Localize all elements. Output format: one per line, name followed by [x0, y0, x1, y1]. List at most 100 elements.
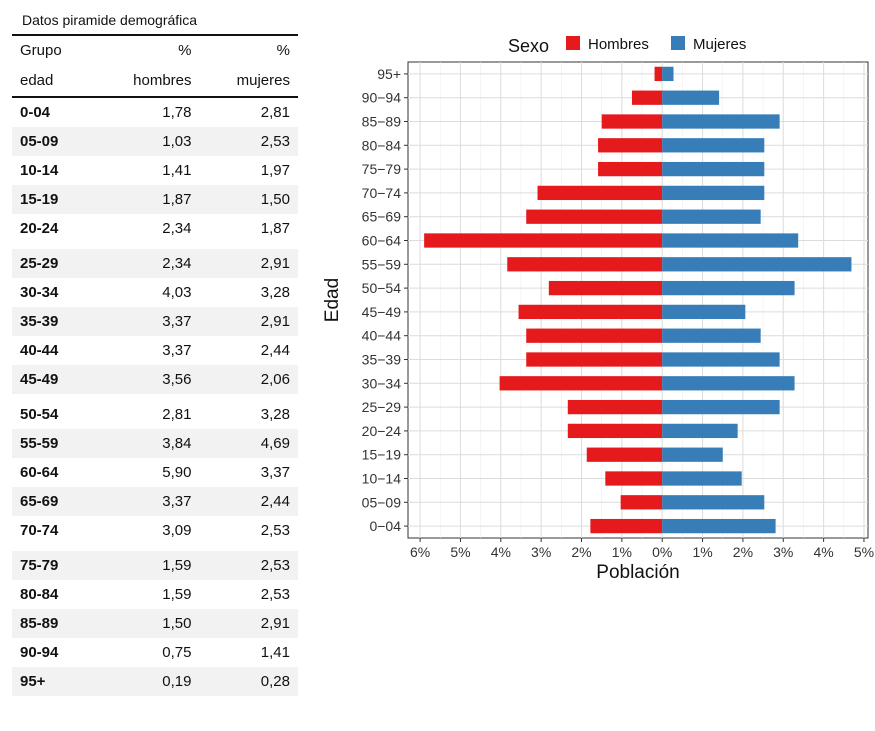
table-row: 45-49 3,56 2,06	[12, 365, 298, 397]
header-men: %	[178, 42, 192, 59]
table-row: 05-09 1,03 2,53	[12, 127, 298, 156]
cell-age-group: 30-34	[20, 284, 59, 301]
table-title: Datos piramide demográfica	[12, 8, 298, 36]
bar-mujeres	[662, 495, 765, 510]
y-tick-label: 85−89	[362, 114, 402, 130]
y-tick-label: 70−74	[362, 185, 402, 201]
cell-women-pct: 0,28	[199, 667, 298, 696]
bar-mujeres	[662, 114, 780, 129]
cell-women-pct: 2,91	[199, 609, 298, 638]
y-tick-label: 30−34	[362, 375, 402, 391]
bar-hombres	[537, 185, 663, 201]
header-age-group: Grupo	[20, 42, 62, 59]
cell-men-pct: 2,34	[162, 220, 192, 237]
y-tick-label: 35−39	[362, 352, 402, 368]
table-row: 15-19 1,87 1,50	[12, 185, 298, 214]
table-row: 10-14 1,41 1,97	[12, 156, 298, 185]
table-row: 70-74 3,09 2,53	[12, 516, 298, 548]
legend: Sexo Hombres Mujeres	[508, 36, 746, 56]
bar-mujeres	[662, 423, 738, 439]
cell-women-pct: 3,28	[260, 284, 290, 301]
cell-men-pct: 3,84	[93, 429, 200, 458]
bar-hombres	[507, 257, 663, 272]
table-row: 80-84 1,59 2,53	[12, 580, 298, 609]
y-tick-label: 20−24	[362, 423, 402, 439]
cell-age-group: 35-39	[12, 307, 94, 336]
y-tick-label: 60−64	[362, 233, 402, 249]
cell-women-pct: 2,53	[260, 586, 290, 603]
cell-age-group: 85-89	[12, 609, 94, 638]
table-row: 30-34 4,03 3,28	[12, 278, 298, 307]
cell-age-group: 65-69	[12, 487, 94, 516]
legend-label-hombres: Hombres	[588, 36, 649, 53]
y-tick-label: 25−29	[362, 399, 402, 415]
bar-mujeres	[662, 399, 780, 415]
bar-hombres	[654, 66, 663, 82]
y-tick-label: 15−19	[362, 447, 402, 463]
cell-women-pct: 3,37	[260, 464, 290, 481]
population-pyramid-chart: 0−04 05−09 10−14 15−19 20−24 25−29 30−34 35−39 4…	[322, 36, 874, 583]
table-row: 35-39 3,37 2,91	[12, 307, 298, 336]
bar-mujeres	[662, 447, 723, 462]
cell-age-group: 70-74	[20, 522, 59, 539]
x-tick-label: 2%	[733, 544, 753, 560]
series-mujeres	[662, 66, 852, 534]
table-body: 0-04 1,78 2,81 05-09 1,03 2,53 10-14 1,41 1,97 15…	[12, 97, 298, 696]
y-tick-label: 50−54	[362, 280, 402, 296]
cell-age-group: 10-14	[20, 162, 59, 179]
cell-women-pct: 2,44	[199, 487, 298, 516]
cell-women-pct: 2,53	[260, 522, 290, 539]
cell-age-group: 25-29	[12, 243, 94, 278]
y-tick-label: 95+	[377, 66, 401, 82]
table-row: 75-79 1,59 2,53	[12, 545, 298, 580]
x-axis-title: Población	[596, 562, 679, 583]
cell-men-pct: 3,37	[93, 307, 200, 336]
bar-mujeres	[662, 257, 852, 272]
bar-mujeres	[662, 138, 765, 153]
cell-men-pct: 1,59	[93, 545, 200, 580]
bar-mujeres	[662, 471, 742, 486]
header-women: %	[276, 42, 290, 59]
bar-mujeres	[662, 185, 765, 201]
bar-mujeres	[662, 233, 799, 248]
bar-hombres	[548, 280, 663, 296]
bar-hombres	[424, 233, 663, 248]
y-tick-label: 65−69	[362, 209, 402, 225]
x-tick-label: 6%	[410, 544, 430, 560]
x-tick-label: 3%	[773, 544, 793, 560]
bar-hombres	[586, 447, 663, 462]
table-header-row: Grupo % %	[12, 36, 298, 66]
table-row: 25-29 2,34 2,91	[12, 243, 298, 278]
cell-men-pct: 3,37	[162, 342, 192, 359]
legend-swatch-hombres	[566, 36, 580, 50]
y-tick-label: 55−59	[362, 256, 402, 272]
bar-hombres	[518, 304, 663, 320]
cell-women-pct: 3,28	[199, 394, 298, 429]
cell-women-pct: 2,81	[260, 104, 290, 121]
y-tick-label: 40−44	[362, 328, 402, 344]
cell-age-group: 60-64	[20, 464, 59, 481]
cell-men-pct: 3,56	[93, 365, 200, 397]
y-tick-label: 90−94	[362, 90, 402, 106]
bar-hombres	[631, 90, 663, 105]
x-tick-label: 5%	[450, 544, 470, 560]
y-axis-title: Edad	[322, 278, 343, 322]
bar-hombres	[526, 328, 663, 343]
cell-women-pct: 1,50	[199, 185, 298, 214]
cell-age-group: 15-19	[12, 185, 94, 214]
table-row: 65-69 3,37 2,44	[12, 487, 298, 516]
series-hombres	[424, 66, 663, 534]
bar-mujeres	[662, 161, 765, 177]
cell-women-pct: 2,91	[199, 243, 298, 278]
bar-mujeres	[662, 90, 720, 105]
cell-age-group: 50-54	[12, 394, 94, 429]
cell-women-pct: 1,41	[260, 644, 290, 661]
cell-age-group: 45-49	[12, 365, 94, 397]
cell-age-group: 75-79	[12, 545, 94, 580]
x-tick-label: 5%	[854, 544, 874, 560]
bar-hombres	[601, 114, 663, 129]
cell-men-pct: 2,81	[93, 394, 200, 429]
table-row: 50-54 2,81 3,28	[12, 394, 298, 429]
cell-men-pct: 0,75	[162, 644, 192, 661]
header-women: mujeres	[199, 66, 298, 98]
